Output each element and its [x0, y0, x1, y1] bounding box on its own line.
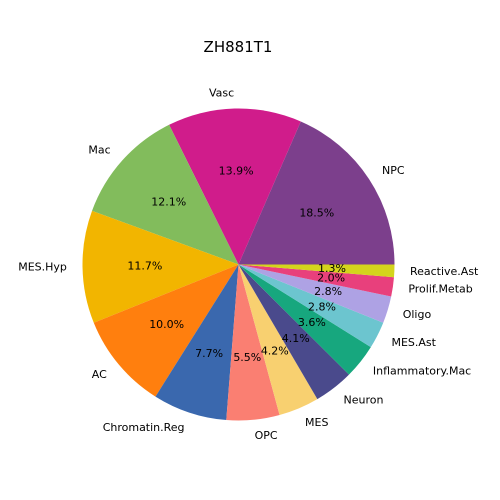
percent-label-oligo: 2.8%: [314, 285, 342, 298]
percent-label-npc: 18.5%: [299, 207, 334, 220]
percent-label-prolif-metab: 2.0%: [317, 271, 345, 284]
category-label-mes-hyp: MES.Hyp: [18, 261, 67, 274]
percent-label-ac: 10.0%: [149, 318, 184, 331]
category-label-chromatin-reg: Chromatin.Reg: [103, 421, 185, 434]
category-label-oligo: Oligo: [403, 308, 432, 321]
category-labels: NPC Vasc Mac MES.Hyp AC Chromatin.Reg OPC MES Ne…: [18, 86, 479, 441]
category-label-reactive-ast: Reactive.Ast: [410, 265, 479, 278]
category-label-neuron: Neuron: [344, 394, 384, 407]
pie-slice-ac: [93, 264, 239, 397]
pie-slice-neuron: [238, 264, 349, 400]
percent-label-mes-ast: 2.8%: [308, 300, 336, 313]
pie-slices: [82, 108, 395, 421]
pie-slice-opc: [226, 264, 280, 421]
pie-slice-chromatin-reg: [155, 264, 239, 421]
percent-label-inflammatory-mac: 3.6%: [298, 316, 326, 329]
category-label-mac: Mac: [88, 144, 110, 157]
pie-slice-mac: [92, 124, 239, 265]
percent-label-mes-hyp: 11.7%: [127, 259, 162, 272]
category-label-prolif-metab: Prolif.Metab: [408, 283, 472, 296]
percent-label-mac: 12.1%: [151, 196, 186, 209]
chart-title: ZH881T1: [204, 38, 273, 56]
category-label-inflammatory-mac: Inflammatory.Mac: [373, 365, 471, 378]
category-label-ac: AC: [92, 368, 107, 381]
pie-slice-inflammatory-mac: [238, 264, 371, 375]
pie-slice-mes: [238, 264, 318, 415]
pie-slice-reactive-ast: [238, 264, 395, 278]
percent-label-neuron: 4.1%: [282, 332, 310, 345]
percent-label-opc: 5.5%: [233, 351, 261, 364]
percent-label-reactive-ast: 1.3%: [318, 262, 346, 275]
category-label-mes: MES: [305, 416, 328, 429]
pie-slice-mes-ast: [238, 264, 384, 348]
category-label-opc: OPC: [255, 429, 278, 442]
pie-slice-mes-hyp: [82, 210, 239, 323]
category-label-mes-ast: MES.Ast: [391, 336, 436, 349]
percent-label-chromatin-reg: 7.7%: [195, 347, 223, 360]
pie-slice-npc: [238, 121, 395, 265]
pie-slice-oligo: [238, 264, 392, 323]
percent-labels: 18.5% 13.9% 12.1% 11.7% 10.0% 7.7% 5.5%4.2%4.1…: [127, 164, 346, 364]
percent-label-mes: 4.2%: [261, 344, 289, 357]
category-label-npc: NPC: [382, 164, 405, 177]
pie-slice-prolif-metab: [238, 264, 394, 297]
percent-label-vasc: 13.9%: [219, 164, 254, 177]
category-label-vasc: Vasc: [209, 86, 234, 99]
pie-slice-vasc: [169, 108, 301, 265]
